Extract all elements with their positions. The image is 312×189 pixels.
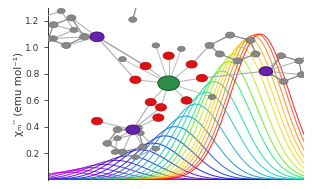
- Circle shape: [32, 29, 40, 34]
- Circle shape: [196, 74, 207, 82]
- Circle shape: [205, 42, 214, 49]
- Circle shape: [37, 15, 45, 21]
- Circle shape: [118, 149, 127, 155]
- Circle shape: [215, 51, 224, 57]
- Circle shape: [113, 127, 122, 133]
- Circle shape: [90, 32, 104, 42]
- Circle shape: [119, 57, 126, 62]
- Circle shape: [131, 155, 139, 160]
- Circle shape: [279, 79, 288, 84]
- Circle shape: [91, 117, 103, 125]
- Circle shape: [57, 8, 65, 14]
- Circle shape: [264, 70, 273, 76]
- Circle shape: [70, 27, 78, 33]
- Circle shape: [145, 98, 156, 106]
- Circle shape: [44, 35, 53, 42]
- Circle shape: [153, 114, 164, 121]
- Circle shape: [259, 67, 272, 76]
- Circle shape: [49, 36, 58, 41]
- Circle shape: [49, 22, 58, 28]
- Circle shape: [158, 76, 179, 91]
- Circle shape: [152, 43, 160, 48]
- Circle shape: [80, 34, 89, 40]
- Circle shape: [251, 51, 260, 57]
- Circle shape: [181, 97, 192, 104]
- Circle shape: [67, 15, 76, 21]
- Circle shape: [103, 140, 112, 146]
- Circle shape: [114, 136, 121, 141]
- Circle shape: [139, 144, 147, 150]
- Circle shape: [297, 72, 306, 77]
- Circle shape: [295, 58, 304, 64]
- Circle shape: [134, 125, 142, 131]
- Circle shape: [62, 42, 71, 49]
- Circle shape: [126, 125, 140, 134]
- Circle shape: [246, 37, 255, 43]
- Circle shape: [152, 146, 160, 151]
- Circle shape: [277, 53, 285, 59]
- Circle shape: [186, 60, 197, 68]
- Circle shape: [130, 76, 141, 84]
- Circle shape: [307, 49, 312, 56]
- Circle shape: [208, 94, 216, 100]
- Circle shape: [178, 46, 185, 51]
- Y-axis label: χₘ′′ (emu mol⁻¹): χₘ′′ (emu mol⁻¹): [13, 52, 24, 136]
- Circle shape: [111, 149, 119, 155]
- Circle shape: [137, 131, 144, 136]
- Circle shape: [132, 0, 144, 5]
- Circle shape: [233, 58, 242, 64]
- Circle shape: [163, 52, 174, 60]
- Circle shape: [155, 104, 167, 111]
- Circle shape: [129, 17, 137, 22]
- Circle shape: [140, 62, 151, 70]
- Circle shape: [225, 32, 235, 38]
